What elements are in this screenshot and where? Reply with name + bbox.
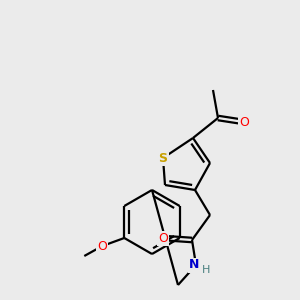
Text: O: O <box>97 239 107 253</box>
Text: S: S <box>158 152 167 164</box>
Text: O: O <box>158 232 168 244</box>
Text: N: N <box>189 259 199 272</box>
Text: H: H <box>202 265 210 275</box>
Text: O: O <box>239 116 249 128</box>
